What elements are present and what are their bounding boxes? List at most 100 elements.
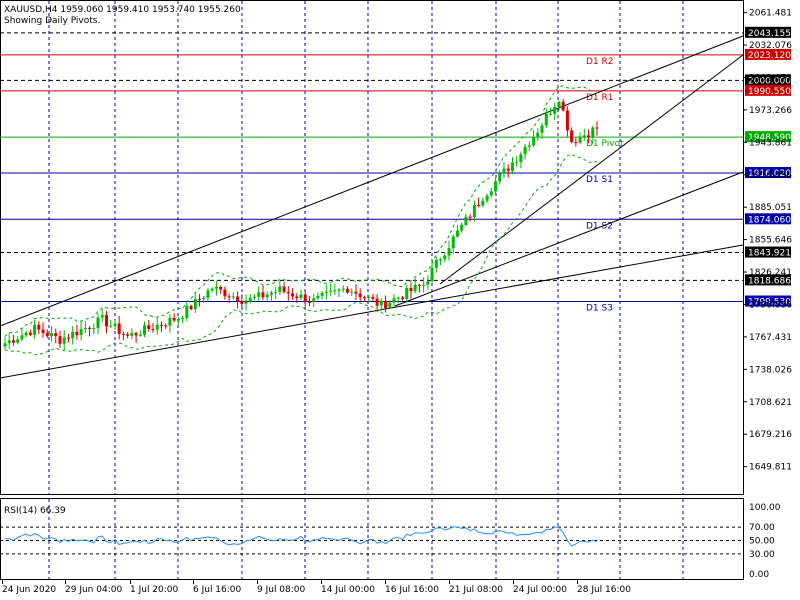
candle-body	[434, 259, 438, 268]
candle-body	[96, 317, 100, 329]
candle-body	[430, 267, 434, 282]
candle-body	[214, 286, 218, 289]
y-tick-label: 1649.811	[749, 463, 792, 473]
candle-body	[24, 332, 28, 336]
candle-body	[155, 324, 159, 330]
pivot-tag: 1990.550	[748, 87, 791, 97]
rsi-label: RSI(14) 66.39	[4, 506, 66, 516]
candle-body	[481, 200, 485, 206]
candle-body	[269, 292, 273, 295]
pivot-tag: 1948.590	[748, 133, 791, 143]
candle-body	[295, 296, 299, 299]
candle-body	[193, 298, 197, 309]
trendline-steep[interactable]	[439, 54, 744, 285]
dashed-level-tag-bg	[745, 274, 791, 286]
candle-body	[282, 286, 286, 292]
candle-body	[291, 293, 295, 297]
candle-body	[316, 295, 320, 299]
candle-body	[164, 325, 168, 327]
pivot-tag-bg	[745, 48, 791, 60]
main-plot-frame	[0, 0, 744, 495]
dashed-level-tag-bg	[745, 246, 791, 258]
candle-body	[113, 323, 117, 326]
candle-body	[494, 181, 498, 192]
pivot-tag: 1874.060	[748, 215, 791, 225]
pivot-tag: 1799.530	[748, 298, 791, 308]
pivot-tag: 1916.020	[748, 169, 791, 179]
candle-body	[261, 292, 265, 298]
candle-body	[485, 195, 489, 201]
trendline-upper-channel[interactable]	[0, 35, 744, 327]
candle-body	[544, 113, 548, 126]
candle-body	[515, 162, 519, 164]
candle-body	[45, 333, 49, 337]
candle-body	[168, 317, 172, 326]
dashed-level-tag: 1818.686	[748, 276, 791, 286]
candle-body	[409, 287, 413, 292]
candle-body	[3, 343, 7, 347]
candles	[3, 98, 599, 351]
candle-body	[460, 224, 464, 231]
candle-body	[527, 145, 531, 147]
candle-body	[561, 101, 565, 111]
candle-body	[455, 230, 459, 237]
trendline-lower-channel[interactable]	[0, 244, 744, 379]
candle-body	[20, 335, 24, 340]
dashed-level-tag: 1843.921	[748, 249, 791, 259]
upper-band	[4, 85, 598, 337]
candle-body	[41, 329, 45, 334]
y-tick-label: 2002.671	[749, 73, 792, 83]
candle-body	[104, 315, 108, 327]
candle-body	[240, 301, 244, 304]
y-tick-label: 1796.836	[749, 300, 792, 310]
trendline-mid[interactable]	[394, 171, 744, 307]
candle-body	[71, 331, 75, 339]
candle-body	[570, 130, 574, 143]
candle-body	[553, 106, 557, 114]
candle-body	[7, 340, 11, 344]
x-tick-label: 24 Jun 2020	[2, 585, 56, 595]
x-tick-label: 29 Jun 04:00	[65, 585, 122, 595]
candle-body	[591, 127, 595, 138]
candle-body	[50, 333, 54, 337]
candle-body	[443, 255, 447, 260]
candle-body	[498, 173, 502, 182]
x-tick-label: 1 Jul 20:00	[130, 585, 179, 595]
pivot-tag-bg	[745, 213, 791, 225]
candle-body	[265, 294, 269, 298]
pivot-tag-bg	[745, 131, 791, 143]
candle-body	[138, 334, 142, 336]
y-tick-label: 1738.026	[749, 365, 792, 375]
candle-body	[388, 302, 392, 309]
candle-body	[37, 324, 41, 330]
candle-body	[510, 162, 514, 171]
y-tick-label: 1826.241	[749, 268, 792, 278]
candle-body	[350, 291, 354, 293]
y-tick-label: 1973.266	[749, 106, 792, 116]
rsi-tick-label: 0.00	[749, 570, 769, 580]
candle-body	[181, 317, 185, 320]
candle-body	[206, 290, 210, 298]
rsi-tick-label: 50.00	[749, 537, 775, 547]
candle-body	[540, 125, 544, 133]
y-tick-label: 2061.481	[749, 9, 792, 19]
candle-body	[341, 288, 345, 290]
candle-body	[337, 289, 341, 291]
candle-body	[333, 290, 337, 292]
candle-body	[286, 291, 290, 294]
y-tick-label: 1679.216	[749, 430, 792, 440]
candle-body	[198, 298, 202, 300]
candle-body	[384, 300, 388, 309]
trend-lines	[0, 35, 744, 379]
price-axis[interactable]: 2061.481 2032.076 2002.671 1973.266 1943.861…	[743, 9, 792, 473]
candle-body	[92, 328, 96, 330]
envelope-bands	[4, 85, 598, 356]
x-tick-label: 14 Jul 00:00	[321, 585, 375, 595]
time-axis[interactable]: 24 Jun 2020 29 Jun 04:00 1 Jul 20:00 6 Jul …	[2, 580, 631, 595]
rsi-panel: 100.00 70.00 50.00 30.00 0.00	[0, 503, 781, 580]
candle-body	[117, 323, 121, 334]
candle-body	[468, 216, 472, 218]
candle-body	[312, 298, 316, 302]
pivot-label: D1 R2	[586, 57, 614, 67]
